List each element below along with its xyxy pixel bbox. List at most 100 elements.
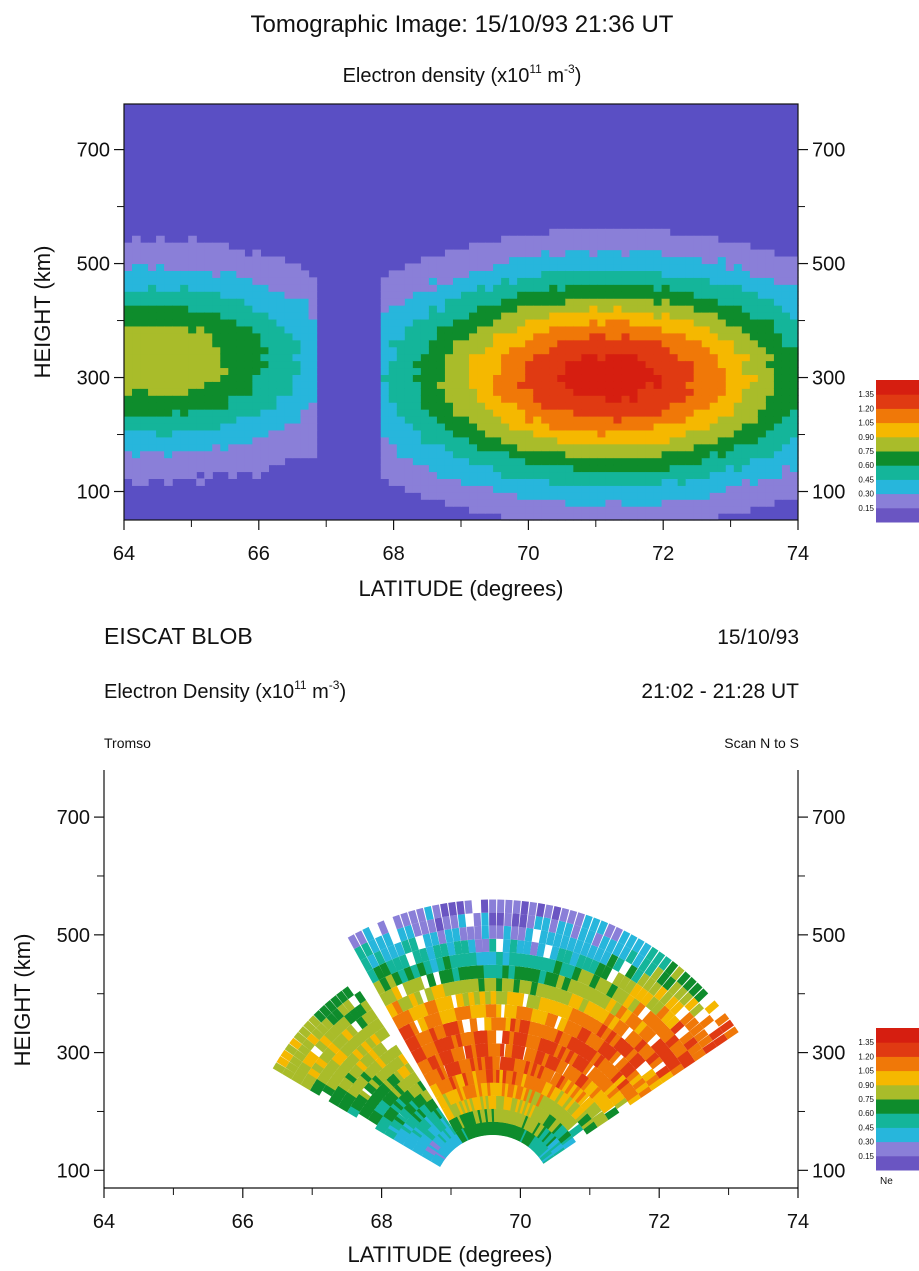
scan-cell — [457, 966, 467, 981]
heatmap-cell — [517, 235, 526, 244]
scan-cell — [395, 1081, 408, 1095]
heatmap-cell — [436, 429, 446, 438]
heatmap-cell — [396, 478, 406, 486]
scan-cell — [372, 980, 386, 995]
heatmap-cell — [228, 256, 237, 265]
heatmap-cell — [469, 471, 478, 479]
heatmap-cell — [140, 277, 149, 285]
heatmap-cell — [685, 263, 695, 271]
heatmap-cell — [733, 506, 743, 514]
heatmap-cell — [605, 381, 615, 389]
heatmap-cell — [605, 416, 615, 424]
heatmap-cell — [565, 388, 574, 396]
scan-cell — [367, 1113, 381, 1126]
heatmap-cell — [308, 402, 318, 410]
heatmap-cell — [621, 305, 631, 313]
heatmap-cell — [517, 464, 526, 473]
heatmap-cell — [629, 395, 639, 403]
heatmap-cell — [589, 464, 599, 473]
heatmap-cell — [525, 464, 534, 473]
scan-cell — [379, 1116, 392, 1128]
heatmap-cell — [549, 374, 558, 382]
scan-cell — [713, 1033, 728, 1047]
heatmap-cell — [132, 284, 141, 292]
heatmap-cell — [541, 388, 550, 396]
heatmap-cell — [677, 513, 687, 521]
heatmap-cell — [717, 332, 727, 341]
heatmap-cell — [709, 235, 719, 244]
heatmap-cell — [709, 291, 719, 299]
heatmap-cell — [469, 499, 478, 507]
heatmap-cell — [525, 318, 534, 327]
scan-cell — [644, 962, 658, 977]
heatmap-cell — [196, 422, 205, 431]
heatmap-cell — [276, 422, 286, 431]
scan-cell — [413, 1033, 426, 1048]
heatmap-cell — [196, 395, 205, 403]
heatmap-cell — [477, 284, 486, 292]
heatmap-cell — [621, 381, 631, 389]
heatmap-cell — [741, 457, 751, 466]
scan-cell — [607, 1049, 622, 1065]
heatmap-cell — [501, 284, 510, 292]
heatmap-cell — [236, 422, 245, 431]
heatmap-cell — [525, 270, 534, 278]
heatmap-cell — [621, 416, 631, 424]
scan-cell — [457, 913, 467, 928]
bottom-y-tick-label-right: 500 — [812, 925, 845, 947]
heatmap-cell — [436, 409, 446, 417]
heatmap-cell — [789, 436, 799, 445]
heatmap-cell — [188, 339, 197, 348]
heatmap-cell — [725, 318, 735, 327]
heatmap-cell — [741, 471, 751, 479]
heatmap-cell — [541, 298, 550, 306]
scan-cell — [342, 999, 355, 1013]
scan-cell — [377, 920, 389, 936]
scan-cell — [566, 937, 578, 952]
heatmap-cell — [645, 471, 655, 479]
heatmap-cell — [444, 270, 454, 278]
heatmap-cell — [412, 422, 422, 431]
heatmap-cell — [749, 305, 759, 313]
scan-cell — [642, 1010, 656, 1026]
heatmap-cell — [653, 263, 663, 271]
heatmap-cell — [589, 374, 599, 382]
heatmap-cell — [605, 499, 615, 507]
heatmap-cell — [436, 416, 446, 424]
heatmap-cell — [669, 422, 679, 431]
heatmap-cell — [621, 298, 631, 306]
heatmap-cell — [621, 256, 631, 265]
scan-cell — [534, 1023, 545, 1038]
heatmap-cell — [172, 291, 181, 299]
scan-cell — [388, 1073, 401, 1087]
heatmap-cell — [773, 270, 783, 278]
heatmap-cell — [308, 443, 318, 452]
heatmap-cell — [509, 298, 518, 306]
heatmap-cell — [388, 360, 398, 369]
heatmap-cell — [140, 471, 149, 479]
scan-cell — [616, 990, 630, 1006]
heatmap-cell — [541, 242, 550, 251]
scan-cell — [380, 1065, 394, 1079]
heatmap-cell — [621, 228, 631, 237]
heatmap-cell — [773, 409, 783, 417]
heatmap-cell — [701, 332, 711, 341]
heatmap-cell — [252, 402, 262, 410]
heatmap-cell — [180, 457, 189, 466]
heatmap-cell — [677, 506, 687, 514]
heatmap-cell — [485, 395, 494, 403]
heatmap-cell — [741, 256, 751, 265]
heatmap-cell — [493, 298, 502, 306]
heatmap-cell — [589, 242, 599, 251]
heatmap-cell — [485, 381, 494, 389]
scan-cell — [637, 1042, 652, 1057]
heatmap-cell — [685, 312, 695, 320]
heatmap-cell — [565, 478, 574, 486]
heatmap-cell — [645, 506, 655, 514]
heatmap-cell — [132, 332, 141, 341]
heatmap-cell — [629, 284, 639, 292]
heatmap-cell — [669, 325, 679, 334]
heatmap-cell — [461, 367, 470, 375]
heatmap-cell — [573, 291, 582, 299]
scan-cell — [379, 962, 392, 978]
